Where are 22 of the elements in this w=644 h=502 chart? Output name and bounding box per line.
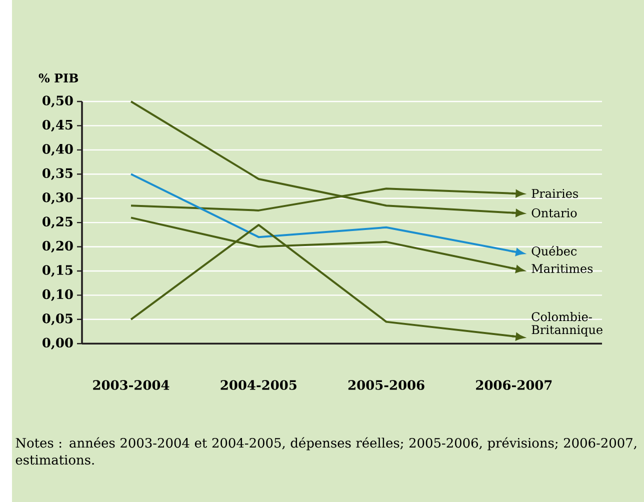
x-tick-label: 2003-2004 [93,380,170,390]
x-tick-label: 2004-2005 [220,380,296,390]
y-tick-label: 0,15 [42,265,72,277]
legend-label: Ontario [532,208,577,218]
x-tick-label: 2005-2006 [348,380,424,390]
legend-label: Québec [532,246,577,258]
y-tick-label: 0,00 [42,338,73,350]
y-tick-label: 0,35 [42,168,72,180]
x-tick-label: 2006-2007 [476,380,552,390]
y-tick-label: 0,20 [42,240,73,253]
text: Notes : années 2003-2004 et 2004-2005, dépenses réelles; 2005-2006, prévisions; 2006-2007, estimations. [16,437,636,465]
y-axis-title: % PIB [38,73,78,83]
y-tick-label: 0,45 [42,120,72,132]
y-tick-label: 0,05 [42,314,72,326]
series-label: Colombie-Britannique [532,312,602,336]
y-tick-label: 0,10 [42,289,73,302]
y-tick-label: 0,50 [42,96,73,108]
legend-label: Maritimes [532,264,593,274]
legend-label: Prairies [532,189,578,198]
y-tick-label: 0,40 [42,144,73,156]
y-tick-label: 0,25 [42,216,72,228]
y-tick-label: 0,30 [42,192,73,204]
